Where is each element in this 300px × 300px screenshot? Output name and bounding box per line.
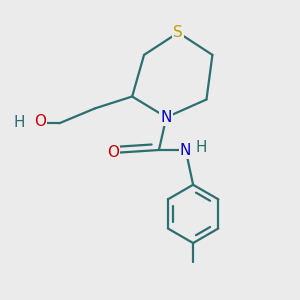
Text: H: H	[14, 115, 25, 130]
Text: N: N	[180, 142, 191, 158]
Text: N: N	[161, 110, 172, 125]
Text: H: H	[195, 140, 207, 155]
Text: S: S	[173, 25, 183, 40]
Text: O: O	[34, 114, 46, 129]
Text: O: O	[107, 146, 119, 160]
